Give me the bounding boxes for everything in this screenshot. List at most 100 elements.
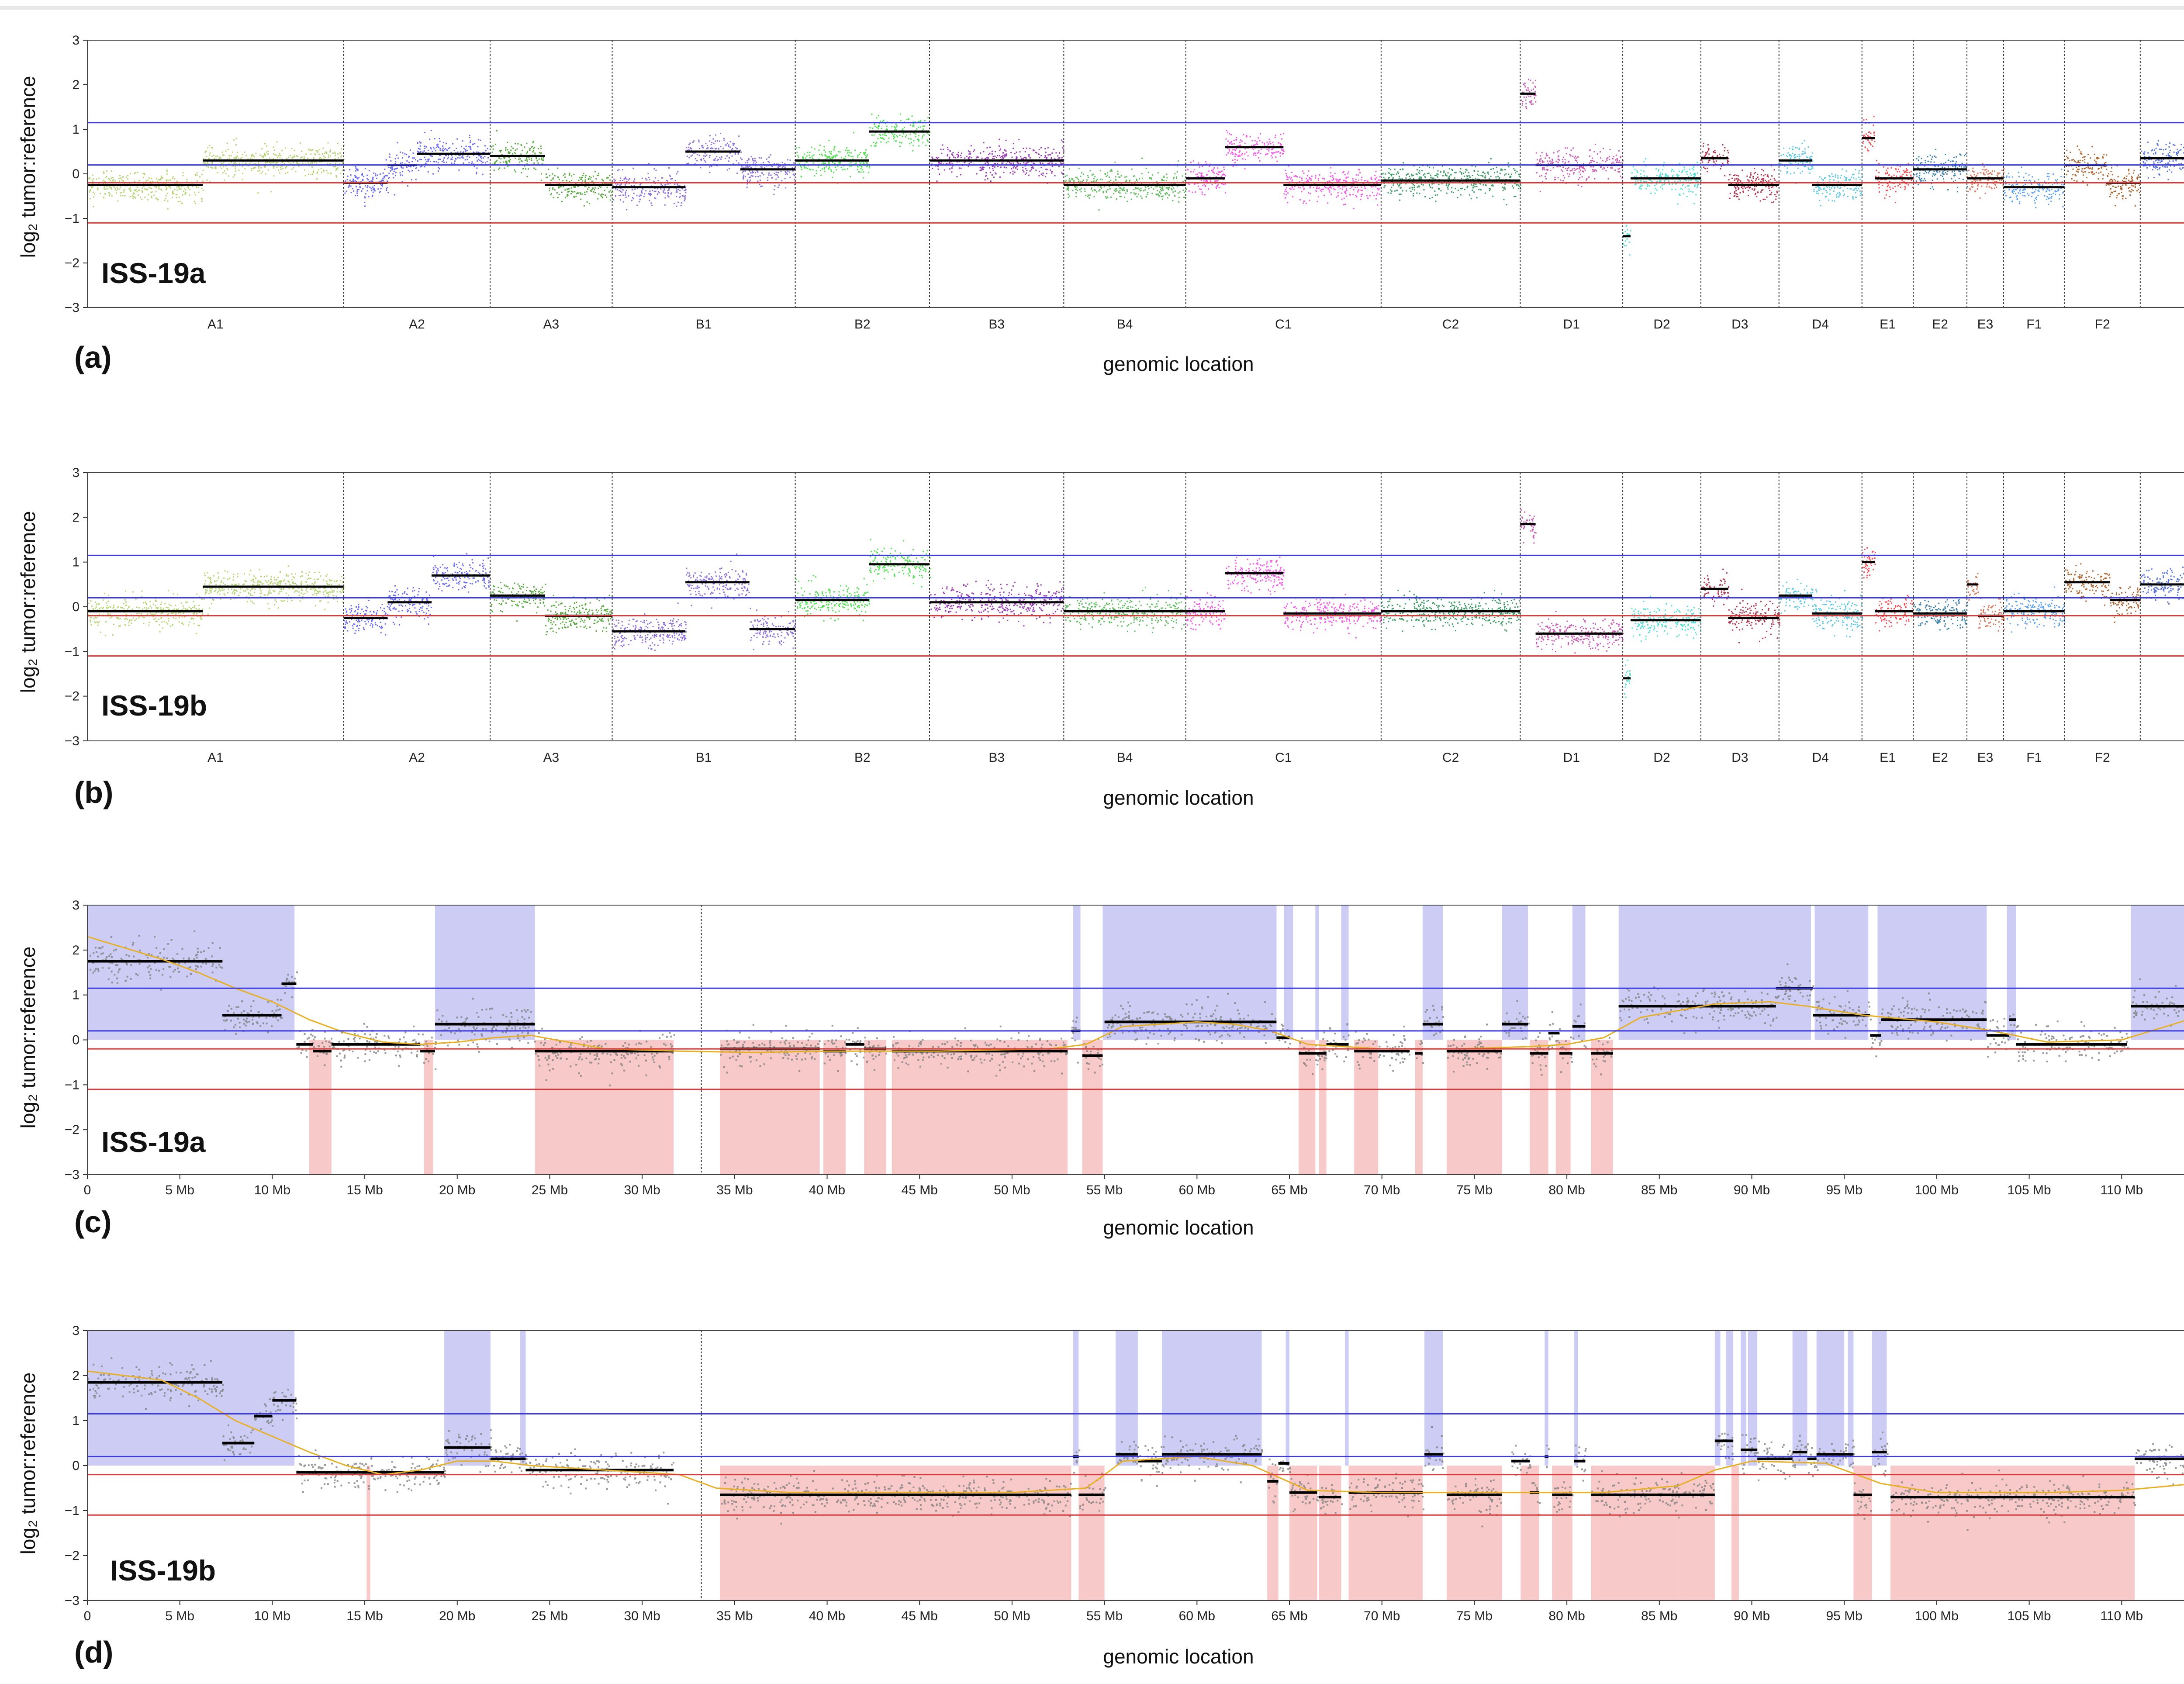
- chromosome-label-D3-a: D3: [1731, 317, 1748, 332]
- gain-region-11-c: [1814, 905, 1869, 1040]
- chromosome-B1-a: [612, 132, 796, 211]
- points-D4-b: [1780, 579, 1863, 637]
- gain-region-8-c: [1502, 905, 1528, 1040]
- loss-region-4-c: [823, 1040, 846, 1175]
- x-axis-title-a: genomic location: [1103, 353, 1254, 375]
- loss-region-11-c: [1415, 1040, 1423, 1175]
- loss-region-9-c: [1319, 1040, 1327, 1175]
- chromosome-X-b: [2140, 567, 2184, 605]
- chromosome-B4-a: [1064, 157, 1187, 211]
- x-axis-title-c: genomic location: [1103, 1216, 1254, 1239]
- chromosome-B1-b: [612, 553, 796, 651]
- chromosome-E2-a: [1913, 149, 1968, 193]
- chromosome-label-A2-b: A2: [409, 750, 425, 765]
- loss-region-10-d: [1591, 1466, 1678, 1601]
- points-D2-a: [1623, 158, 1702, 256]
- x-tick-label-17-d: 85 Mb: [1641, 1609, 1677, 1623]
- x-tick-label-8-d: 40 Mb: [809, 1609, 845, 1623]
- y-axis-title-a: log₂ tumor:reference: [17, 76, 39, 258]
- points-C2-a: [1381, 158, 1522, 206]
- points-E1-a: [1862, 116, 1914, 204]
- plot-background-a: [87, 40, 2184, 308]
- y-tick-label-3-d: 0: [72, 1459, 79, 1473]
- chromosome-label-F2-a: F2: [2095, 317, 2110, 332]
- x-tick-label-8-c: 40 Mb: [809, 1183, 845, 1197]
- chromosome-B2-b: [795, 539, 931, 622]
- gain-region-4-c: [1284, 905, 1293, 1040]
- plot-frame-b: [87, 472, 2184, 741]
- loss-region-8-d: [1521, 1466, 1539, 1601]
- gain-region-14-c: [2131, 905, 2184, 1040]
- panel-a: A1A2A3B1B2B3B4C1C2D1D2D3D4E1E2E3F1F2X321…: [17, 33, 2184, 375]
- chromosome-C1-b: [1185, 557, 1382, 639]
- gain-region-5-c: [1315, 905, 1319, 1040]
- gain-region-13-d: [1741, 1331, 1746, 1466]
- y-tick-label-4-a: −1: [65, 211, 79, 226]
- chromosome-E1-a: [1862, 116, 1914, 204]
- gain-region-5-d: [1161, 1331, 1262, 1466]
- x-tick-label-10-c: 50 Mb: [994, 1183, 1030, 1197]
- chromosome-B2-a: [795, 113, 931, 184]
- points-X-a: [2141, 140, 2184, 180]
- y-tick-label-2-b: 1: [72, 555, 79, 570]
- y-axis-title-b: log₂ tumor:reference: [17, 511, 39, 693]
- chromosome-label-B2-a: B2: [854, 317, 871, 332]
- y-tick-label-2-a: 1: [72, 122, 79, 137]
- points-F1-a: [2004, 166, 2066, 208]
- y-tick-label-6-b: −3: [65, 734, 79, 748]
- points-F2-b: [2065, 563, 2141, 623]
- chromosome-label-B4-b: B4: [1117, 750, 1133, 765]
- y-tick-label-5-c: −2: [65, 1123, 79, 1137]
- y-tick-label-1-c: 2: [72, 943, 79, 958]
- gain-region-11-d: [1714, 1331, 1721, 1466]
- loss-region-8-c: [1299, 1040, 1316, 1175]
- chromosome-F1-a: [2003, 166, 2066, 208]
- gain-region-9-c: [1572, 905, 1586, 1040]
- points-E2-a: [1913, 149, 1968, 193]
- plot-frame-a: [87, 40, 2184, 308]
- y-tick-label-0-c: 3: [72, 898, 79, 913]
- x-tick-label-2-c: 10 Mb: [254, 1183, 290, 1197]
- panel-letter-a: (a): [74, 340, 112, 374]
- x-tick-label-6-d: 30 Mb: [624, 1609, 660, 1623]
- loss-region-15-c: [1591, 1040, 1613, 1175]
- x-tick-label-22-c: 110 Mb: [2100, 1183, 2143, 1197]
- x-tick-label-0-c: 0: [84, 1183, 91, 1197]
- y-tick-label-6-d: −3: [65, 1594, 79, 1608]
- loss-region-7-c: [1082, 1040, 1103, 1175]
- chromosome-E1-b: [1862, 547, 1914, 632]
- chromosome-D4-b: [1779, 579, 1863, 637]
- chromosome-label-F2-b: F2: [2095, 750, 2110, 765]
- y-tick-label-5-a: −2: [65, 256, 79, 270]
- loss-region-6-c: [892, 1040, 1068, 1175]
- chromosome-label-B4-a: B4: [1117, 317, 1133, 332]
- plot-area-d: 0 5 Mb 10 Mb 15 Mb 20 Mb 25 Mb 30 Mb 35 Mb 40 Mb…: [65, 1324, 2184, 1623]
- x-tick-label-3-c: 15 Mb: [346, 1183, 383, 1197]
- chromosome-B4-b: [1064, 587, 1187, 633]
- y-tick-label-4-b: −1: [65, 644, 79, 659]
- gain-region-9-d: [1545, 1331, 1548, 1466]
- y-tick-label-2-d: 1: [72, 1414, 79, 1428]
- gain-region-0-d: [87, 1331, 295, 1466]
- y-axis-title-d: log₂ tumor:reference: [17, 1373, 39, 1555]
- x-tick-label-5-d: 25 Mb: [532, 1609, 568, 1623]
- top-divider: [0, 6, 2184, 10]
- chromosome-label-E1-a: E1: [1880, 317, 1896, 332]
- loss-region-1-c: [424, 1040, 433, 1175]
- x-tick-label-12-d: 60 Mb: [1179, 1609, 1215, 1623]
- y-tick-label-3-b: 0: [72, 600, 79, 614]
- points-A2-b: [343, 553, 491, 636]
- chromosome-label-D3-b: D3: [1731, 750, 1748, 765]
- gain-region-15-d: [1792, 1331, 1807, 1466]
- gain-region-7-c: [1422, 905, 1443, 1040]
- plot-area-a: A1A2A3B1B2B3B4C1C2D1D2D3D4E1E2E3F1F2X321…: [65, 33, 2184, 332]
- x-tick-label-22-d: 110 Mb: [2100, 1609, 2143, 1623]
- x-tick-label-7-d: 35 Mb: [716, 1609, 753, 1623]
- x-tick-label-9-d: 45 Mb: [902, 1609, 938, 1623]
- loss-region-12-c: [1446, 1040, 1502, 1175]
- gain-region-4-d: [1116, 1331, 1138, 1466]
- points-C1-b: [1186, 557, 1382, 639]
- chromosome-label-A2-a: A2: [409, 317, 425, 332]
- x-tick-label-17-c: 85 Mb: [1641, 1183, 1677, 1197]
